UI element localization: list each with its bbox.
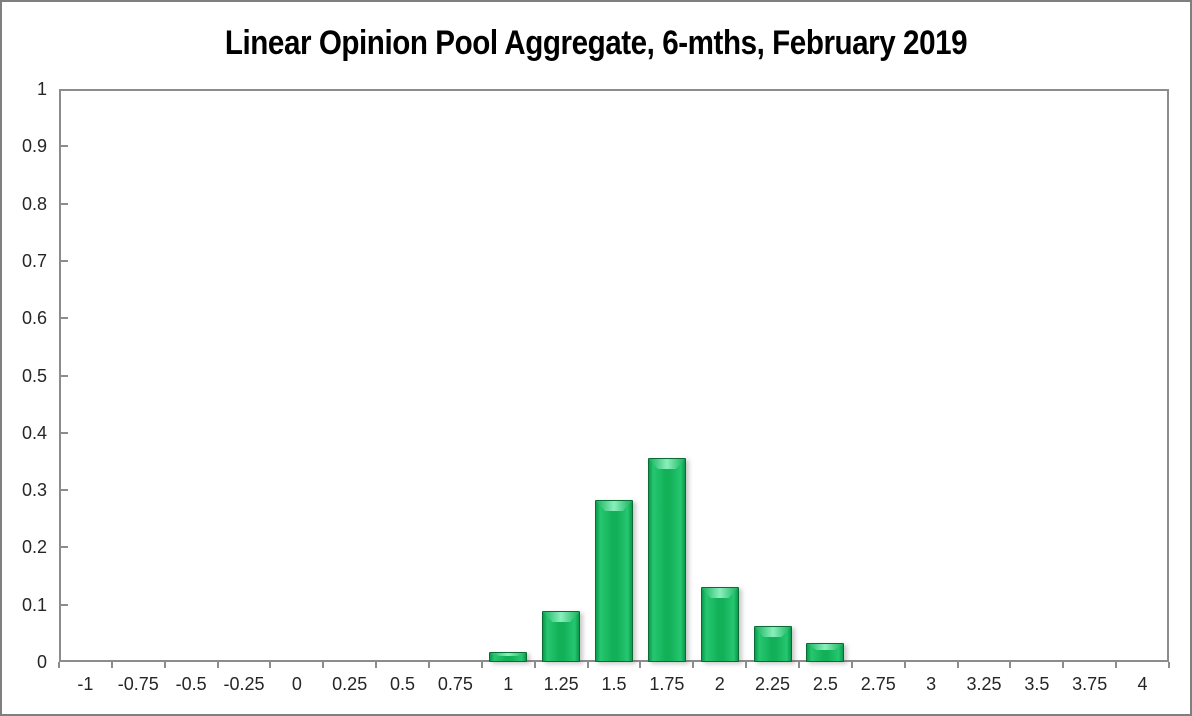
x-axis-tick	[163, 662, 166, 668]
y-axis-label: 0.1	[21, 594, 47, 615]
x-axis-tick	[850, 662, 853, 668]
x-axis-tick	[1062, 662, 1065, 668]
x-axis-label: 3.5	[1024, 674, 1050, 694]
x-axis-label: 2.5	[812, 674, 838, 694]
bar-top-bevel	[702, 588, 738, 598]
bar-2.5	[806, 643, 845, 662]
y-axis-label: 0.8	[21, 193, 47, 214]
x-axis-tick	[956, 662, 959, 668]
x-axis-tick	[322, 662, 325, 668]
x-axis-label: 2.75	[860, 674, 896, 694]
x-axis-label: 4	[1137, 674, 1148, 694]
y-axis-label: 0.2	[21, 537, 47, 558]
chart-title: Linear Opinion Pool Aggregate, 6-mths, F…	[224, 24, 968, 62]
x-axis-label: 1.25	[543, 674, 579, 694]
x-axis-label: 3.75	[1072, 674, 1108, 694]
bar-1.25	[542, 611, 581, 662]
x-axis-label: 0.25	[332, 674, 368, 694]
x-axis-label: 0	[291, 674, 302, 694]
x-axis-tick	[798, 662, 800, 668]
x-axis-label: 3.25	[966, 674, 1002, 694]
x-axis-label: 0.5	[390, 674, 416, 694]
x-axis-tick	[1168, 662, 1170, 668]
bar-1.75	[647, 458, 686, 662]
x-axis-label: 2.25	[755, 674, 791, 694]
x-axis-tick	[1009, 662, 1012, 668]
bar-2.25	[753, 626, 792, 662]
x-axis-label: 0.75	[437, 674, 473, 694]
bar-top-bevel	[490, 653, 526, 656]
x-axis-label: 1.75	[649, 674, 685, 694]
x-axis-label: -0.75	[117, 674, 159, 694]
y-axis-tick	[61, 431, 68, 434]
bar-1.5	[595, 500, 633, 662]
y-axis-label: 0.9	[21, 136, 47, 157]
y-axis-tick	[61, 145, 68, 148]
bar-top-bevel	[596, 501, 632, 511]
y-axis-label: 1	[36, 79, 47, 99]
x-axis-label: -0.5	[175, 674, 207, 694]
y-axis-label: 0.7	[21, 250, 47, 271]
bar-1	[489, 652, 528, 662]
x-axis-tick	[586, 662, 589, 668]
x-axis-tick	[903, 662, 906, 668]
y-axis-tick	[61, 317, 68, 320]
bar-top-bevel	[649, 459, 685, 469]
x-axis-tick	[58, 662, 60, 668]
y-axis-tick	[61, 489, 68, 492]
x-axis-tick	[639, 662, 642, 668]
bar-2	[700, 587, 739, 662]
x-axis-label: 1	[503, 674, 514, 694]
x-axis-tick	[110, 662, 113, 668]
x-axis-label: 1.5	[601, 674, 627, 694]
y-axis-label: 0.6	[21, 308, 47, 329]
x-axis-tick	[216, 662, 219, 668]
x-axis-tick	[533, 662, 536, 668]
y-axis-tick	[61, 546, 68, 549]
y-axis-tick	[61, 259, 68, 262]
x-axis-tick	[745, 662, 748, 668]
y-axis-tick	[61, 374, 68, 377]
x-axis-label: 3	[926, 674, 937, 694]
x-axis-label: 2	[714, 674, 725, 694]
y-axis-label: 0.5	[21, 365, 47, 386]
y-axis-tick	[61, 603, 68, 606]
bar-top-bevel	[543, 612, 579, 622]
x-axis-tick	[692, 662, 695, 668]
y-axis-label: 0.4	[21, 422, 47, 443]
plot-layer	[59, 89, 1169, 662]
bar-top-bevel	[807, 644, 843, 650]
x-axis-tick	[480, 662, 483, 668]
y-axis-label: 0.3	[21, 480, 47, 501]
y-axis-tick	[61, 202, 68, 205]
x-axis-tick	[1115, 662, 1118, 668]
x-axis-label: -1	[77, 674, 94, 694]
y-axis-label: 0	[36, 652, 47, 672]
bar-top-bevel	[755, 627, 791, 637]
x-axis-tick	[375, 662, 378, 668]
x-axis-tick	[428, 662, 430, 668]
x-axis-tick	[269, 662, 272, 668]
x-axis-label: -0.25	[223, 674, 265, 694]
